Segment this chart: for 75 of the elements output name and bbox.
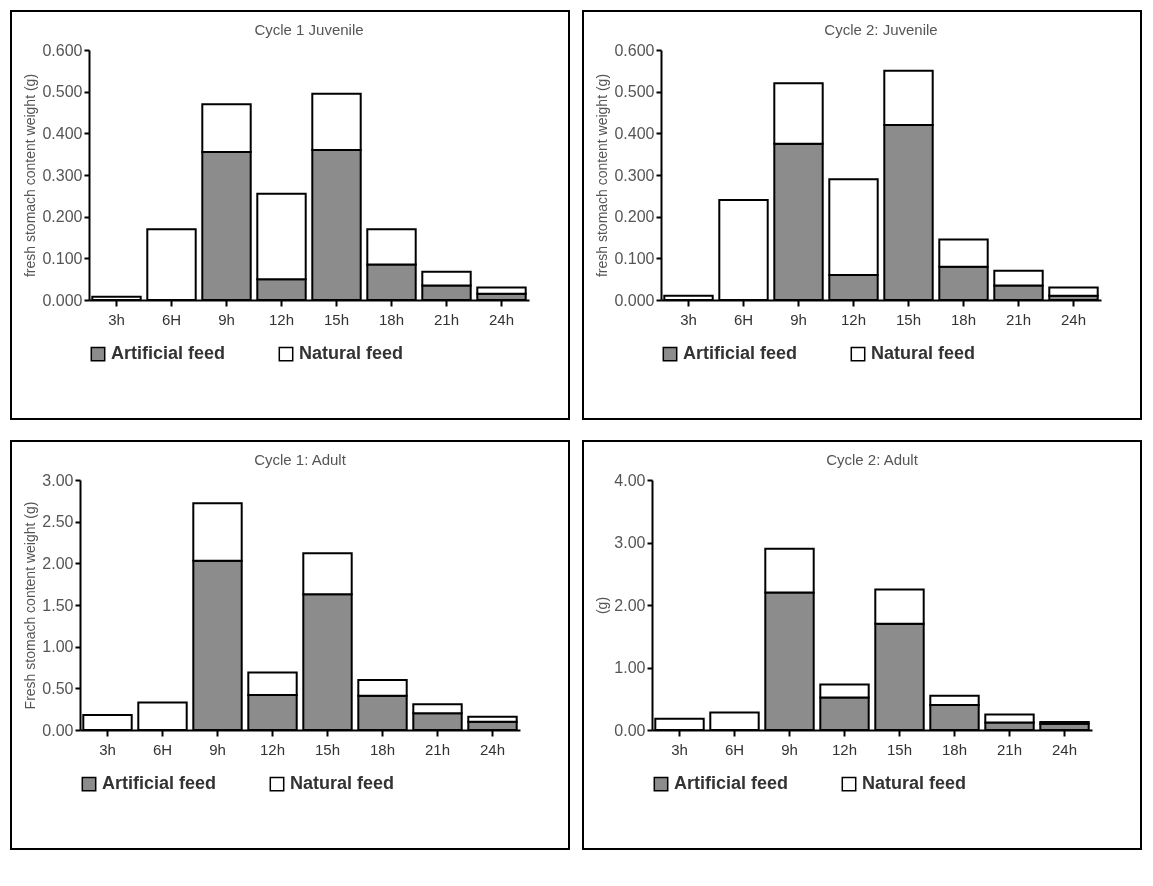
y-tick-label: 1.50 (42, 596, 74, 614)
y-tick-label: 0.50 (42, 679, 74, 697)
legend-label: Artificial feed (683, 343, 798, 364)
legend-label: Artificial feed (674, 773, 789, 794)
x-tick-label: 12h (268, 310, 295, 328)
y-axis-title: fresh stomach content weight (g) (22, 73, 39, 278)
legend-label: Artificial feed (111, 343, 226, 364)
x-tick-label: 9h (218, 310, 235, 328)
x-tick-label: 24h (488, 310, 515, 328)
x-tick-label: 15h (314, 740, 341, 758)
x-tick-label: 21h (424, 740, 451, 758)
x-tick-label: 18h (950, 310, 977, 328)
x-tick-label: 3h (108, 310, 125, 328)
y-tick-label: 0.500 (42, 83, 83, 101)
y-tick-label: 0.00 (42, 721, 74, 739)
y-tick-label: 3.00 (42, 471, 74, 489)
x-tick-label: 12h (259, 740, 286, 758)
x-tick-label: 24h (479, 740, 506, 758)
y-tick-label: 1.00 (614, 659, 646, 676)
x-tick-label: 9h (209, 740, 226, 758)
x-tick-label: 9h (790, 310, 807, 328)
y-tick-label: 3.00 (614, 534, 646, 551)
x-tick-label: 12h (831, 740, 858, 758)
x-tick-label: 3h (99, 740, 116, 758)
x-tick-label: 6H (152, 740, 173, 758)
x-tick-label: 9h (781, 740, 798, 758)
y-tick-label: 2.50 (42, 513, 74, 531)
x-tick-label: 6H (161, 310, 182, 328)
x-tick-label: 15h (323, 310, 350, 328)
chart-title: Cycle 2: Juvenile (824, 21, 938, 38)
x-tick-label: 21h (996, 740, 1023, 758)
y-tick-label: 0.600 (42, 41, 83, 59)
y-tick-label: 0.400 (614, 124, 655, 142)
bar (1048, 286, 1099, 297)
x-tick-label: 6H (733, 310, 754, 328)
x-tick-label: 18h (378, 310, 405, 328)
x-tick-label: 15h (886, 740, 913, 758)
legend-label: Natural feed (862, 773, 967, 794)
y-axis-title: Fresh stomach content weight (g) (22, 501, 39, 710)
legend-label: Natural feed (290, 773, 395, 794)
x-tick-label: 18h (369, 740, 396, 758)
y-tick-label: 0.400 (42, 124, 83, 142)
y-tick-label: 0.000 (42, 291, 83, 309)
x-tick-label: 18h (941, 740, 968, 758)
x-tick-label: 6H (724, 740, 745, 758)
x-tick-label: 24h (1060, 310, 1087, 328)
y-tick-label: 2.00 (614, 596, 646, 614)
y-tick-label: 4.00 (614, 471, 646, 489)
y-axis-title: fresh stomach content weight (g) (594, 73, 611, 278)
legend-label: Natural feed (299, 343, 404, 364)
y-tick-label: 0.500 (614, 83, 655, 101)
x-tick-label: 12h (840, 310, 867, 328)
y-tick-label: 0.300 (614, 166, 655, 184)
y-tick-label: 0.600 (614, 41, 655, 59)
y-tick-label: 0.200 (614, 208, 655, 226)
y-tick-label: 2.00 (42, 554, 74, 572)
y-tick-label: 0.100 (614, 249, 655, 267)
legend-label: Artificial feed (102, 773, 217, 794)
x-tick-label: 3h (671, 740, 688, 758)
y-axis-title: (g) (594, 596, 611, 615)
legend-label: Natural feed (871, 343, 976, 364)
chart-title: Cycle 1: Adult (254, 451, 347, 468)
y-tick-label: 0.300 (42, 166, 83, 184)
x-tick-label: 15h (895, 310, 922, 328)
y-tick-label: 0.200 (42, 208, 83, 226)
y-tick-label: 0.100 (42, 249, 83, 267)
x-tick-label: 21h (1005, 310, 1032, 328)
y-tick-label: 1.00 (42, 638, 74, 656)
chart-title: Cycle 1 Juvenile (254, 21, 364, 38)
x-tick-label: 21h (433, 310, 460, 328)
x-tick-label: 24h (1051, 740, 1078, 758)
x-tick-label: 3h (680, 310, 697, 328)
y-tick-label: 0.000 (614, 291, 655, 309)
y-tick-label: 0.00 (614, 721, 646, 739)
chart-title: Cycle 2: Adult (826, 451, 919, 468)
